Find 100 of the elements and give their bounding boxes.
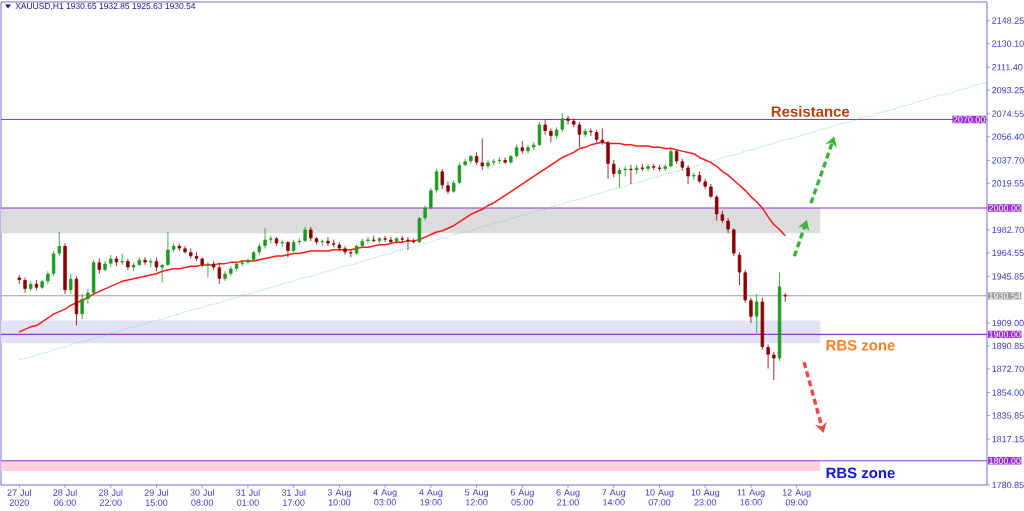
candlestick [280, 239, 284, 248]
candlestick [103, 260, 107, 272]
x-tick-label: 31 Jul 17:00 [281, 489, 306, 506]
y-tick-label: 2074.55 [992, 110, 1024, 117]
candlestick [394, 236, 399, 244]
ref-line-label: 1900.00 [989, 331, 1021, 338]
candlestick [120, 253, 124, 266]
candlestick [97, 258, 102, 275]
candlestick [234, 261, 239, 272]
candlestick [634, 164, 639, 175]
candlestick [697, 170, 702, 184]
x-tick-label: 4 Aug 19:00 [419, 489, 443, 506]
y-tick-label: 1854.00 [992, 389, 1024, 396]
candlestick [423, 205, 427, 222]
candlestick [640, 163, 645, 172]
x-tick-label: 28 Jul 22:00 [98, 489, 123, 506]
candlestick [206, 261, 210, 278]
candlestick [354, 244, 359, 256]
candlestick [251, 250, 256, 262]
candlestick [377, 236, 382, 244]
candlestick [526, 144, 530, 155]
candlestick [440, 168, 444, 190]
candlestick [303, 226, 307, 243]
candlestick [612, 159, 616, 179]
candlestick [600, 127, 605, 146]
x-tick-label: 30 Jul 08:00 [190, 489, 214, 506]
band-label: RBS zone [826, 467, 895, 479]
y-tick-label: 1909.00 [992, 319, 1024, 327]
y-tick-label: 2093.25 [992, 86, 1024, 94]
candlestick [286, 240, 290, 258]
candlestick [749, 297, 753, 324]
candlestick [109, 254, 113, 268]
candlestick [606, 140, 610, 180]
x-tick-label: 6 Aug 21:00 [556, 489, 580, 506]
candlestick [366, 236, 370, 244]
candlestick [349, 249, 353, 258]
candlestick [623, 165, 627, 177]
candlestick [74, 275, 79, 326]
candlestick [486, 159, 490, 170]
candlestick [177, 243, 182, 252]
y-tick-label: 1780.85 [992, 481, 1024, 489]
candlestick [743, 269, 747, 304]
candlestick [726, 217, 730, 234]
candlestick [171, 243, 176, 253]
candlestick [194, 251, 199, 262]
candlestick [34, 279, 39, 291]
candlestick [669, 146, 673, 168]
y-tick-label: 2019.55 [992, 180, 1024, 187]
candlestick [783, 292, 787, 303]
candlestick [754, 293, 759, 334]
candlestick [223, 270, 227, 282]
candlestick [709, 183, 713, 199]
candlestick [680, 158, 685, 171]
candlestick [126, 258, 130, 271]
candlestick [63, 243, 67, 295]
candlestick [674, 149, 679, 165]
x-tick-label: 5 Aug 12:00 [464, 489, 488, 506]
candlestick [46, 270, 50, 285]
candlestick [772, 351, 776, 381]
ref-line-label: 2000.00 [988, 204, 1021, 212]
y-tick-label: 1835.85 [992, 412, 1024, 419]
candlestick [229, 265, 233, 277]
candlestick [406, 236, 410, 251]
candlestick [549, 127, 553, 143]
candlestick [503, 157, 507, 165]
y-tick-label: 2056.40 [992, 133, 1024, 140]
candlestick [314, 236, 319, 246]
candlestick [497, 157, 502, 165]
x-tick-label: 29 Jul 15:00 [144, 489, 169, 506]
x-tick-label: 10 Aug 23:00 [691, 489, 720, 506]
candlestick [389, 236, 393, 244]
candlestick [114, 255, 119, 267]
candlestick [257, 243, 262, 256]
candlestick [200, 256, 204, 268]
candlestick [40, 279, 44, 290]
candlestick [543, 119, 547, 136]
candlestick [692, 172, 696, 181]
y-tick-label: 1817.15 [992, 435, 1024, 443]
candlestick [69, 273, 73, 295]
candlestick [492, 158, 496, 166]
y-tick-label: 1945.85 [992, 273, 1024, 280]
candlestick [703, 178, 707, 190]
candlestick [589, 127, 593, 137]
candlestick [149, 258, 153, 268]
y-tick-label: 2111.40 [992, 64, 1023, 71]
candlestick [663, 163, 667, 172]
y-tick-label: 2148.25 [992, 17, 1024, 24]
candlestick [291, 239, 296, 253]
candlestick [686, 164, 690, 185]
x-tick-label: 28 Jul 06:00 [53, 489, 77, 506]
candlestick [160, 263, 164, 283]
x-tick-label: 6 Aug 05:00 [510, 489, 534, 506]
candlestick [91, 259, 96, 296]
x-tick-label: 11 Aug 16:00 [737, 489, 765, 506]
candlestick [326, 236, 330, 247]
candlestick [246, 258, 250, 265]
candlestick [189, 248, 193, 259]
candlestick [463, 158, 467, 167]
candlestick [737, 251, 742, 286]
candlestick [143, 256, 147, 266]
